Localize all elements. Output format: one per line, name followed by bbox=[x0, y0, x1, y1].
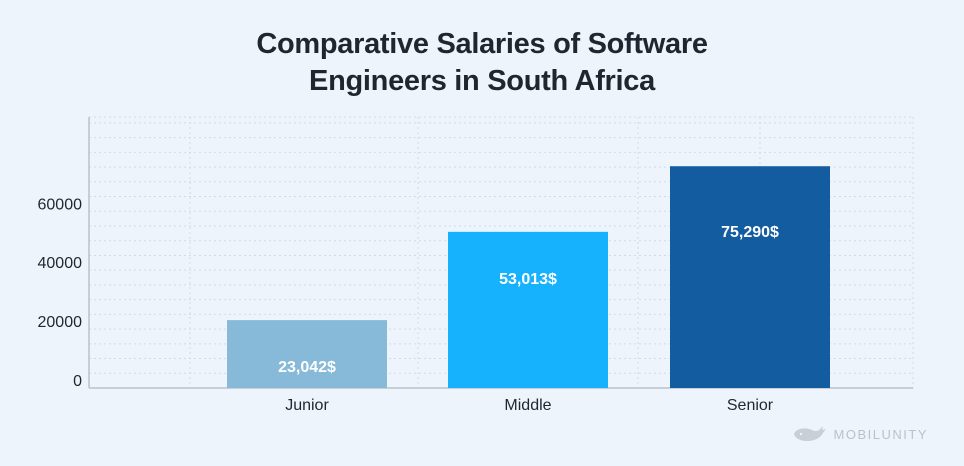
bar-junior bbox=[227, 320, 387, 388]
whale-icon bbox=[793, 426, 826, 441]
bar-middle bbox=[448, 231, 608, 388]
bar-data-label: 23,042$ bbox=[278, 359, 336, 376]
chart-title: Comparative Salaries of Software Enginee… bbox=[0, 26, 964, 100]
bar-senior bbox=[670, 166, 830, 388]
chart-title-line-1: Comparative Salaries of Software bbox=[256, 28, 708, 60]
y-tick-label: 0 bbox=[73, 373, 82, 390]
brand-watermark: MOBILUNITY bbox=[792, 425, 928, 443]
x-tick-label: Junior bbox=[285, 397, 329, 414]
chart-title-line-2: Engineers in South Africa bbox=[309, 65, 655, 97]
y-tick-label: 20000 bbox=[38, 314, 83, 331]
brand-name: MOBILUNITY bbox=[833, 426, 928, 442]
x-tick-label: Senior bbox=[727, 397, 774, 414]
x-tick-label: Middle bbox=[504, 397, 551, 414]
bar-data-label: 53,013$ bbox=[499, 271, 557, 288]
y-tick-label: 60000 bbox=[38, 196, 83, 213]
y-tick-label: 40000 bbox=[38, 255, 83, 272]
bar-data-label: 75,290$ bbox=[721, 224, 779, 241]
